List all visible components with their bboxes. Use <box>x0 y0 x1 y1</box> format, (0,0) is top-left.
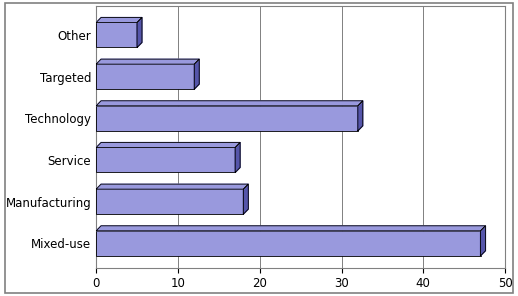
Bar <box>96 189 243 214</box>
Polygon shape <box>96 226 485 231</box>
Polygon shape <box>96 142 240 147</box>
Bar <box>96 64 194 89</box>
Polygon shape <box>96 101 363 106</box>
Polygon shape <box>137 17 142 47</box>
Polygon shape <box>194 59 199 89</box>
Bar <box>96 231 481 256</box>
Bar <box>96 106 358 131</box>
Polygon shape <box>96 184 248 189</box>
Bar <box>96 147 235 173</box>
Polygon shape <box>96 59 199 64</box>
Polygon shape <box>243 184 248 214</box>
Polygon shape <box>96 17 142 22</box>
Polygon shape <box>358 101 363 131</box>
Polygon shape <box>235 142 240 173</box>
Polygon shape <box>481 226 485 256</box>
Bar <box>96 22 137 47</box>
